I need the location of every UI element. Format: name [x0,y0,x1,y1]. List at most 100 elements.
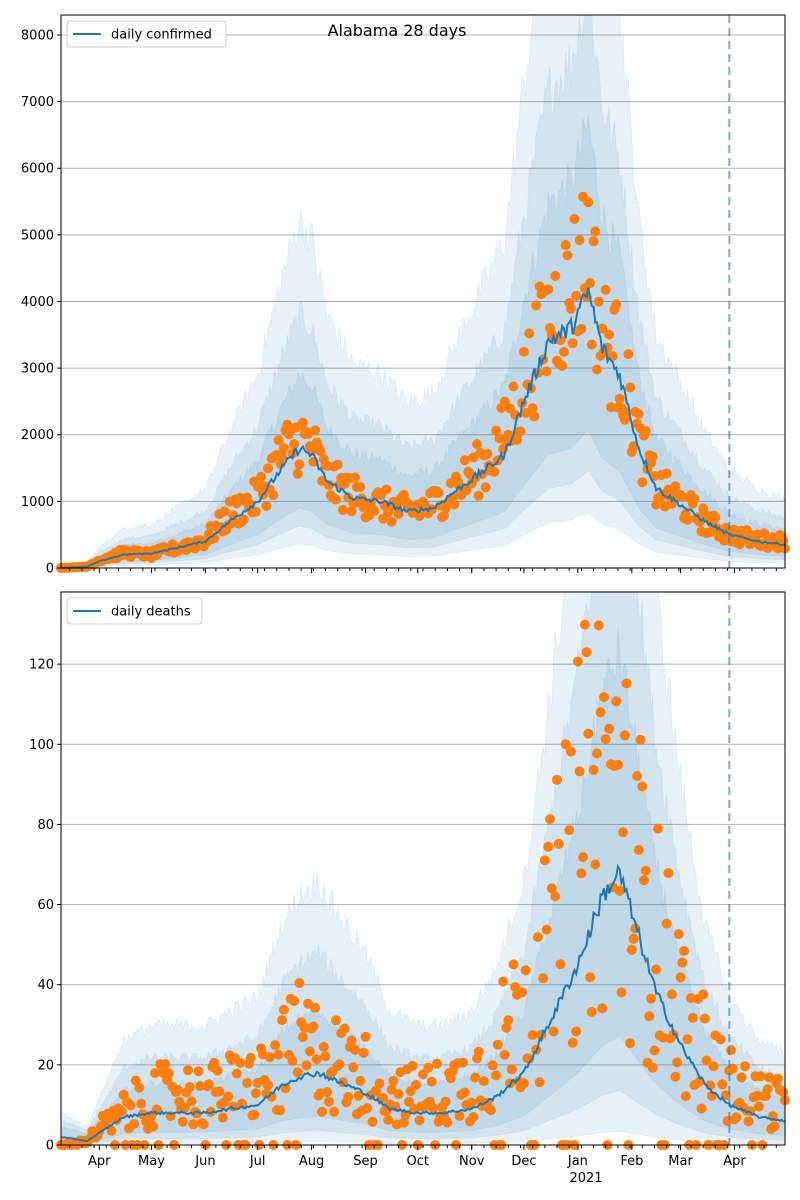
deaths-point-369 [698,989,709,1000]
confirmed-point-122 [268,490,279,501]
deaths-point-401 [753,1101,764,1112]
deaths-point-260 [508,959,519,970]
deaths-x-ticks: Apr May Jun Jul Aug Sep Oct Nov Dec Jan Feb Mar Apr [69,1145,777,1169]
confirmed-panel: 0 1000 2000 3000 4000 5000 6000 7000 8000 daily … [21,14,790,577]
deaths-ytick-label-6: 120 [29,658,54,673]
confirmed-point-293 [565,303,576,314]
confirmed-point-255 [499,396,510,407]
deaths-ytick-label-2: 40 [37,978,54,993]
deaths-point-415 [778,1087,789,1098]
confirmed-point-136 [292,468,303,479]
deaths-point-292 [564,825,575,836]
deaths-point-119 [263,1080,274,1091]
deaths-point-332 [633,845,644,855]
deaths-point-308 [592,748,602,759]
deaths-ytick-label-4: 80 [37,818,54,833]
deaths-point-407 [764,1072,775,1083]
deaths-ytick-label-0: 0 [46,1139,54,1154]
deaths-point-229 [454,1110,465,1121]
confirmed-point-194 [393,509,404,519]
deaths-point-342 [651,964,662,975]
deaths-point-310 [595,707,606,718]
confirmed-point-262 [512,434,522,445]
x-tick-label-12: Apr [723,1154,746,1169]
x-tick-label-3: Jul [249,1154,266,1169]
confirmed-point-280 [543,284,554,295]
deaths-point-335 [639,875,649,886]
deaths-point-73 [183,1065,193,1076]
deaths-point-123 [270,1040,281,1051]
deaths-point-79 [193,1066,204,1077]
deaths-point-231 [458,1057,468,1068]
deaths-point-104 [237,1098,247,1109]
confirmed-point-118 [261,501,272,511]
deaths-point-103 [235,1057,246,1068]
deaths-point-341 [649,1045,660,1056]
deaths-point-271 [527,1030,538,1041]
deaths-point-71 [179,1102,190,1113]
confirmed-ytick-label-3: 3000 [21,362,54,377]
deaths-point-279 [541,924,552,935]
confirmed-point-271 [527,403,538,414]
deaths-point-325 [621,678,632,689]
confirmed-point-296 [571,290,582,301]
deaths-point-136 [292,1067,303,1078]
confirmed-ytick-label-6: 6000 [21,162,54,177]
deaths-point-353 [670,1071,681,1082]
deaths-point-74 [184,1082,195,1092]
deaths-point-137 [294,978,305,988]
deaths-point-214 [428,1103,439,1114]
deaths-point-139 [297,1032,308,1042]
deaths-point-360 [682,1034,693,1045]
deaths-point-287 [555,959,566,970]
deaths-y-ticks: 0 20 40 60 80 100 120 [29,658,61,1154]
deaths-point-304 [585,972,596,983]
confirmed-point-304 [585,278,596,288]
deaths-ytick-label-5: 100 [29,738,54,753]
confirmed-point-190 [386,516,397,527]
deaths-point-257 [503,1015,514,1026]
deaths-point-204 [411,1079,421,1090]
confirmed-model-line [60,287,786,569]
deaths-point-296 [571,1026,582,1037]
deaths-point-254 [498,976,509,987]
deaths-point-174 [358,1047,369,1058]
confirmed-ytick-label-4: 4000 [21,295,54,310]
confirmed-point-260 [508,381,519,392]
deaths-point-160 [334,1059,345,1070]
confirmed-point-319 [611,299,622,310]
deaths-point-179 [367,1116,378,1127]
confirmed-point-250 [491,425,502,436]
confirmed-point-119 [263,463,274,474]
deaths-point-243 [478,1076,489,1087]
confirmed-point-217 [433,487,444,498]
deaths-point-127 [277,1015,287,1026]
deaths-point-285 [552,774,562,785]
deaths-point-265 [517,987,528,998]
deaths-point-141 [301,1060,312,1071]
deaths-point-406 [762,1084,773,1095]
deaths-point-349 [663,868,674,878]
deaths-point-70 [177,1116,188,1127]
deaths-point-197 [398,1117,409,1128]
deaths-point-303 [583,728,594,739]
deaths-point-371 [701,1055,712,1066]
deaths-point-402 [755,1071,766,1082]
deaths-point-298 [574,766,585,777]
chart-title: Alabama 28 days [328,21,467,40]
x-tick-label-11: Mar [668,1154,693,1169]
deaths-point-274 [532,932,543,943]
deaths-point-309 [593,620,604,631]
deaths-point-107 [242,1078,253,1088]
deaths-point-354 [672,1057,683,1068]
deaths-legend: daily deaths [66,597,203,625]
deaths-point-91 [214,1086,225,1097]
deaths-point-46 [136,1098,147,1109]
confirmed-model-path [60,287,786,569]
deaths-point-76 [188,1119,199,1130]
confirmed-point-303 [583,197,594,208]
deaths-point-96 [223,1091,234,1102]
deaths-point-370 [699,1013,710,1024]
deaths-point-99 [228,1101,239,1112]
